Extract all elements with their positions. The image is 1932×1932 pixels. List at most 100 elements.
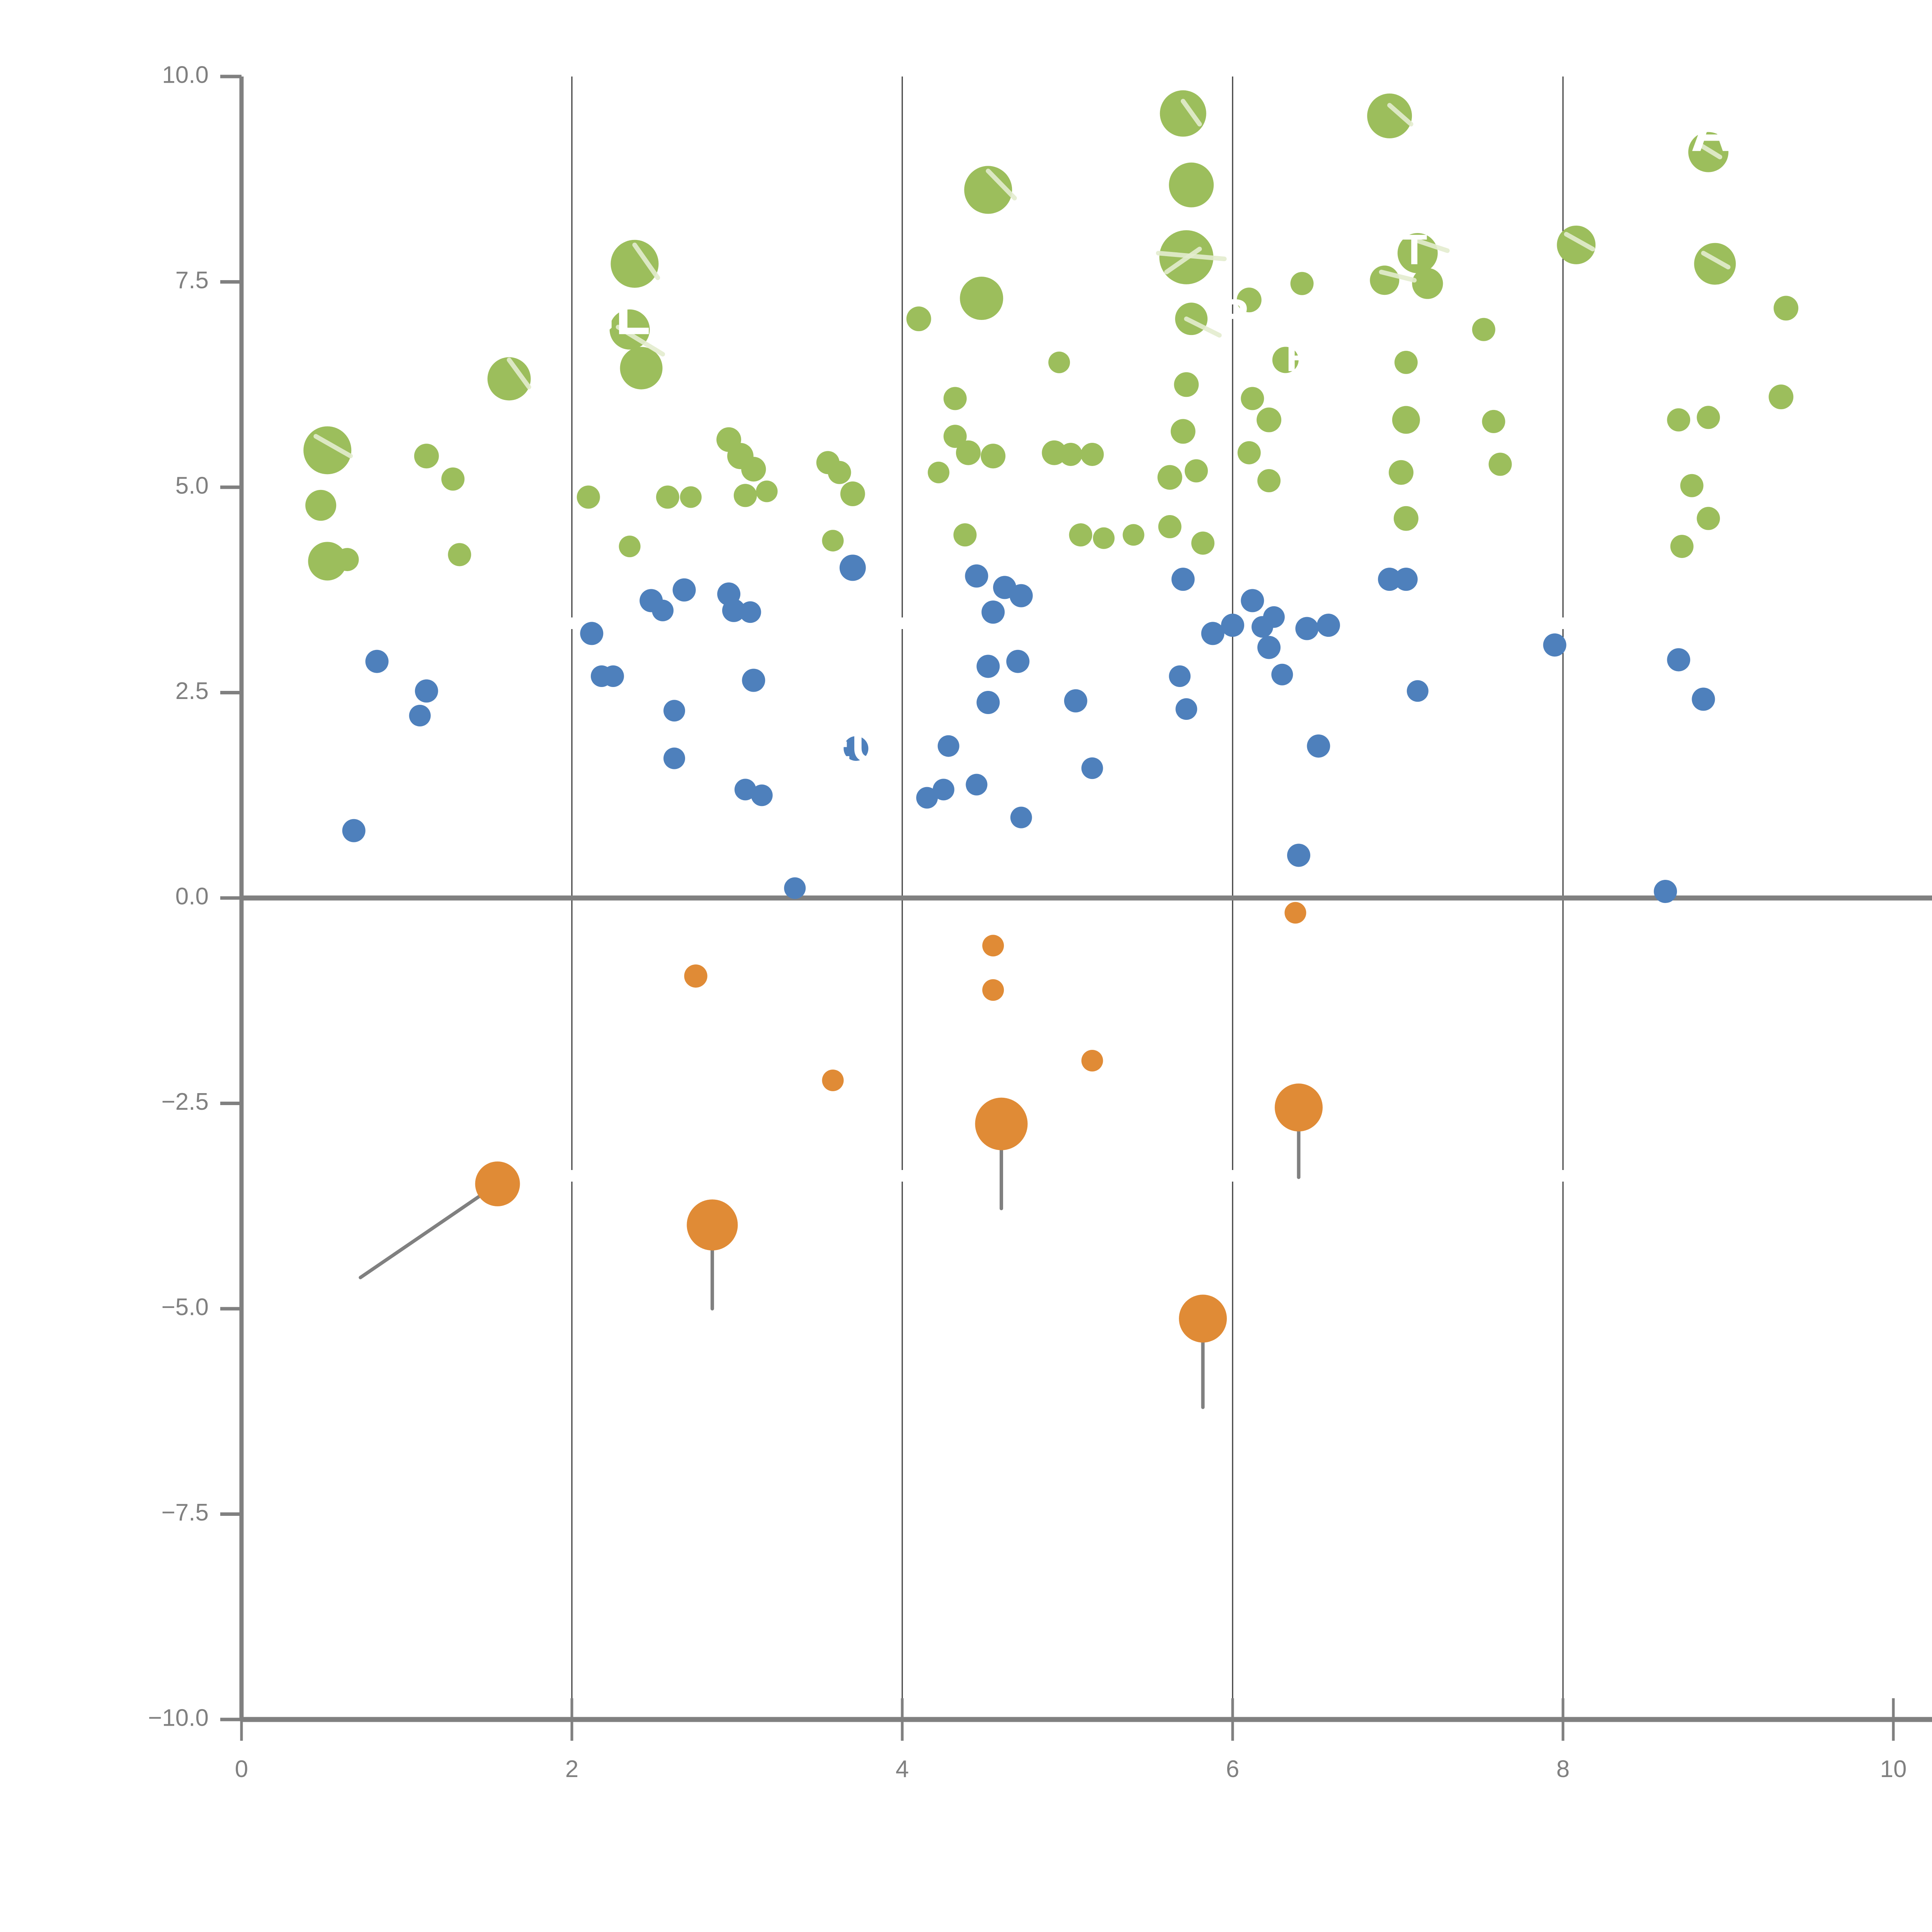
series-orange-points[interactable] [475,902,1323,1343]
data-point[interactable] [414,444,439,469]
data-point[interactable] [982,979,1004,1001]
data-point[interactable] [1160,90,1206,137]
data-point[interactable] [943,387,967,410]
data-point[interactable] [1241,387,1264,410]
data-point[interactable] [620,347,663,389]
data-point[interactable] [1394,568,1418,591]
data-point[interactable] [1064,689,1087,713]
data-point[interactable] [982,935,1004,957]
data-point[interactable] [1221,614,1244,637]
data-point[interactable] [1169,162,1214,207]
data-point[interactable] [839,554,866,581]
data-point[interactable] [1059,442,1083,466]
data-point[interactable] [335,548,359,571]
data-point[interactable] [602,665,624,687]
data-point[interactable] [305,490,337,521]
data-point[interactable] [672,578,696,602]
data-point[interactable] [1006,650,1030,673]
data-point[interactable] [448,543,471,566]
data-point[interactable] [1697,406,1720,429]
data-point[interactable] [943,425,967,448]
data-point[interactable] [928,461,950,483]
data-point[interactable] [1769,384,1794,410]
data-point[interactable] [981,600,1005,624]
data-point[interactable] [1394,350,1418,374]
data-point[interactable] [1406,680,1429,702]
data-point[interactable] [1667,648,1690,672]
data-point[interactable] [1257,636,1281,659]
data-point[interactable] [611,240,659,288]
data-point[interactable] [1191,531,1215,555]
data-point[interactable] [1271,663,1293,685]
data-point[interactable] [1393,506,1418,531]
data-point[interactable] [1122,524,1145,546]
data-point[interactable] [1670,535,1694,558]
data-point[interactable] [1392,406,1420,434]
data-point[interactable] [981,444,1006,469]
data-point[interactable] [1236,287,1262,313]
data-point[interactable] [937,735,959,757]
data-point[interactable] [684,964,707,988]
data-point[interactable] [1069,523,1092,547]
data-point[interactable] [1048,351,1070,373]
data-point[interactable] [956,440,981,465]
data-point[interactable] [975,1097,1028,1150]
data-point[interactable] [1170,419,1196,444]
data-point[interactable] [308,542,347,581]
data-point[interactable] [1367,94,1412,139]
data-point[interactable] [1272,347,1299,373]
data-point[interactable] [1175,698,1197,720]
data-point[interactable] [828,461,851,484]
data-point[interactable] [1257,407,1282,432]
data-point[interactable] [976,691,1000,714]
data-point[interactable] [580,622,604,645]
data-point[interactable] [663,747,685,769]
data-point[interactable] [906,306,931,332]
data-point[interactable] [734,779,756,801]
data-point[interactable] [415,679,438,703]
data-point[interactable] [722,599,745,622]
data-point[interactable] [1081,1049,1103,1071]
data-point[interactable] [1667,408,1690,432]
data-point[interactable] [1158,515,1182,539]
data-point[interactable] [751,784,773,806]
data-point[interactable] [960,277,1003,320]
data-point[interactable] [1482,410,1505,433]
data-point[interactable] [1257,469,1281,492]
data-point[interactable] [1488,452,1512,476]
data-point[interactable] [1680,474,1704,497]
data-point[interactable] [1169,665,1191,687]
data-point[interactable] [656,485,679,509]
data-point[interactable] [741,457,766,482]
data-point[interactable] [365,650,389,673]
data-point[interactable] [1472,318,1495,341]
data-point[interactable] [680,486,702,508]
data-point[interactable] [1287,844,1310,867]
data-point[interactable] [1654,879,1677,903]
data-point[interactable] [663,700,685,722]
data-point[interactable] [1179,1294,1227,1343]
data-point[interactable] [1171,568,1195,591]
data-point[interactable] [441,467,465,491]
data-point[interactable] [822,1069,844,1091]
data-point[interactable] [1697,507,1720,530]
data-point[interactable] [1174,372,1199,397]
data-point[interactable] [1009,584,1033,607]
data-point[interactable] [1080,442,1104,466]
data-point[interactable] [409,705,431,727]
data-point[interactable] [739,601,761,623]
data-point[interactable] [1263,606,1285,628]
data-point[interactable] [1201,622,1225,645]
data-point[interactable] [1241,589,1264,612]
data-point[interactable] [652,599,674,621]
data-point[interactable] [1389,460,1414,485]
data-point[interactable] [733,484,757,507]
data-point[interactable] [822,530,844,552]
data-point[interactable] [916,787,938,809]
data-point[interactable] [964,166,1012,214]
data-point[interactable] [844,736,869,761]
data-point[interactable] [976,655,1000,678]
data-point[interactable] [1370,265,1400,295]
data-point[interactable] [687,1199,738,1251]
data-point[interactable] [932,779,954,801]
